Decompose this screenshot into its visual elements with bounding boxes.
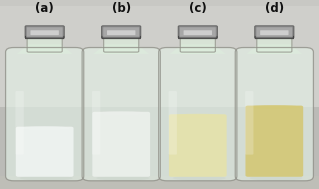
- Text: (d): (d): [265, 2, 284, 15]
- FancyBboxPatch shape: [179, 36, 217, 39]
- FancyBboxPatch shape: [27, 35, 63, 54]
- Ellipse shape: [173, 175, 226, 181]
- Ellipse shape: [96, 111, 147, 115]
- Ellipse shape: [20, 175, 73, 181]
- FancyBboxPatch shape: [235, 47, 313, 181]
- Polygon shape: [246, 44, 302, 54]
- FancyBboxPatch shape: [255, 26, 294, 38]
- FancyBboxPatch shape: [168, 91, 177, 155]
- FancyBboxPatch shape: [256, 27, 293, 37]
- FancyBboxPatch shape: [102, 36, 140, 39]
- FancyBboxPatch shape: [93, 112, 150, 177]
- FancyBboxPatch shape: [26, 36, 64, 39]
- FancyBboxPatch shape: [183, 30, 212, 35]
- FancyBboxPatch shape: [25, 26, 64, 38]
- FancyBboxPatch shape: [159, 47, 237, 181]
- FancyBboxPatch shape: [246, 106, 303, 177]
- FancyBboxPatch shape: [92, 91, 100, 155]
- FancyBboxPatch shape: [260, 30, 288, 35]
- Text: (b): (b): [112, 2, 131, 15]
- Ellipse shape: [249, 105, 300, 109]
- Ellipse shape: [19, 126, 70, 130]
- Ellipse shape: [172, 114, 223, 118]
- FancyBboxPatch shape: [31, 30, 59, 35]
- FancyBboxPatch shape: [26, 27, 63, 37]
- Polygon shape: [93, 44, 149, 54]
- FancyBboxPatch shape: [101, 26, 141, 38]
- FancyBboxPatch shape: [103, 35, 139, 54]
- FancyBboxPatch shape: [245, 91, 253, 155]
- Text: (a): (a): [35, 2, 54, 15]
- FancyBboxPatch shape: [178, 26, 217, 38]
- FancyBboxPatch shape: [179, 27, 216, 37]
- Bar: [0, 107, 319, 189]
- FancyBboxPatch shape: [180, 35, 216, 54]
- Ellipse shape: [96, 175, 149, 181]
- FancyBboxPatch shape: [103, 27, 140, 37]
- FancyBboxPatch shape: [235, 47, 313, 181]
- FancyBboxPatch shape: [6, 47, 84, 181]
- FancyBboxPatch shape: [16, 127, 73, 177]
- Ellipse shape: [249, 175, 302, 181]
- FancyBboxPatch shape: [16, 91, 24, 155]
- Text: (c): (c): [189, 2, 207, 15]
- Bar: [0, 176, 319, 189]
- FancyBboxPatch shape: [107, 30, 135, 35]
- Polygon shape: [170, 44, 226, 54]
- FancyBboxPatch shape: [255, 36, 293, 39]
- Bar: [0, 6, 319, 107]
- Polygon shape: [17, 44, 73, 54]
- FancyBboxPatch shape: [82, 47, 160, 181]
- FancyBboxPatch shape: [82, 47, 160, 181]
- FancyBboxPatch shape: [256, 35, 292, 54]
- FancyBboxPatch shape: [169, 114, 226, 177]
- FancyBboxPatch shape: [159, 47, 237, 181]
- FancyBboxPatch shape: [6, 47, 84, 181]
